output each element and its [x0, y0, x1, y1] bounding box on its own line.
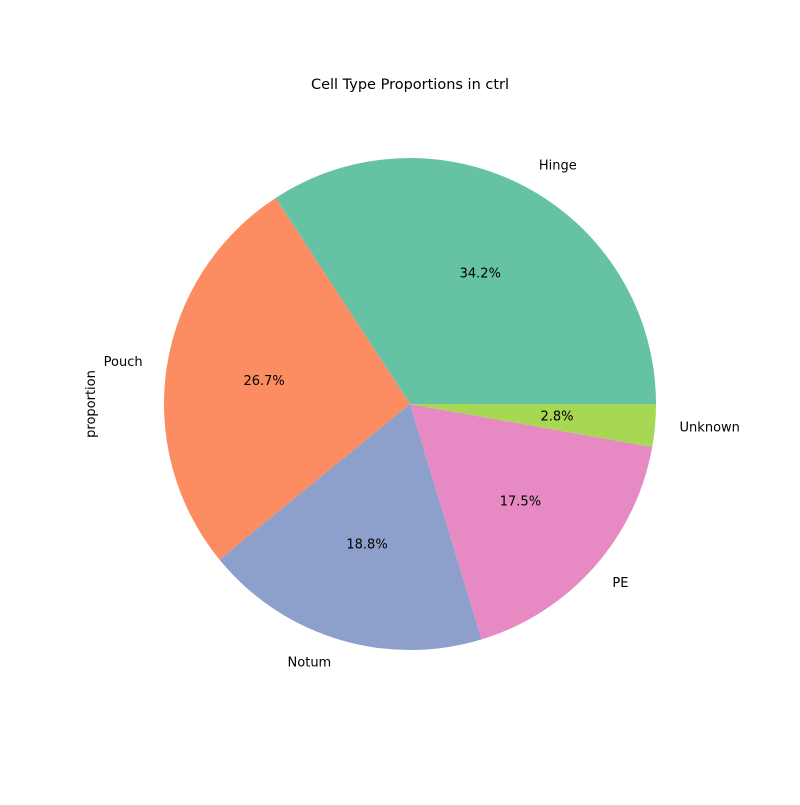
- percent-label-pe: 17.5%: [500, 494, 541, 509]
- category-label-pouch: Pouch: [104, 355, 143, 370]
- percent-label-pouch: 26.7%: [243, 374, 284, 389]
- chart-title: Cell Type Proportions in ctrl: [311, 77, 509, 93]
- pie-slice-hinge: [275, 158, 656, 404]
- category-label-hinge: Hinge: [539, 159, 577, 174]
- y-axis-label: proportion: [84, 370, 99, 438]
- percent-label-unknown: 2.8%: [541, 409, 574, 424]
- category-label-notum: Notum: [288, 655, 332, 670]
- percent-label-notum: 18.8%: [346, 538, 387, 553]
- pie-slice-pouch: [164, 197, 410, 560]
- category-label-unknown: Unknown: [680, 420, 740, 435]
- pie-slice-unknown: [410, 404, 656, 448]
- pie-slice-notum: [219, 404, 482, 650]
- pie-slices: [164, 158, 656, 650]
- category-label-pe: PE: [612, 576, 628, 591]
- percent-label-hinge: 34.2%: [460, 267, 501, 282]
- pie-labels: Hinge 34.2% Pouch 26.7% Notum 18.8% PE 17.5% Unk…: [104, 159, 740, 671]
- pie-slice-pe: [410, 404, 653, 640]
